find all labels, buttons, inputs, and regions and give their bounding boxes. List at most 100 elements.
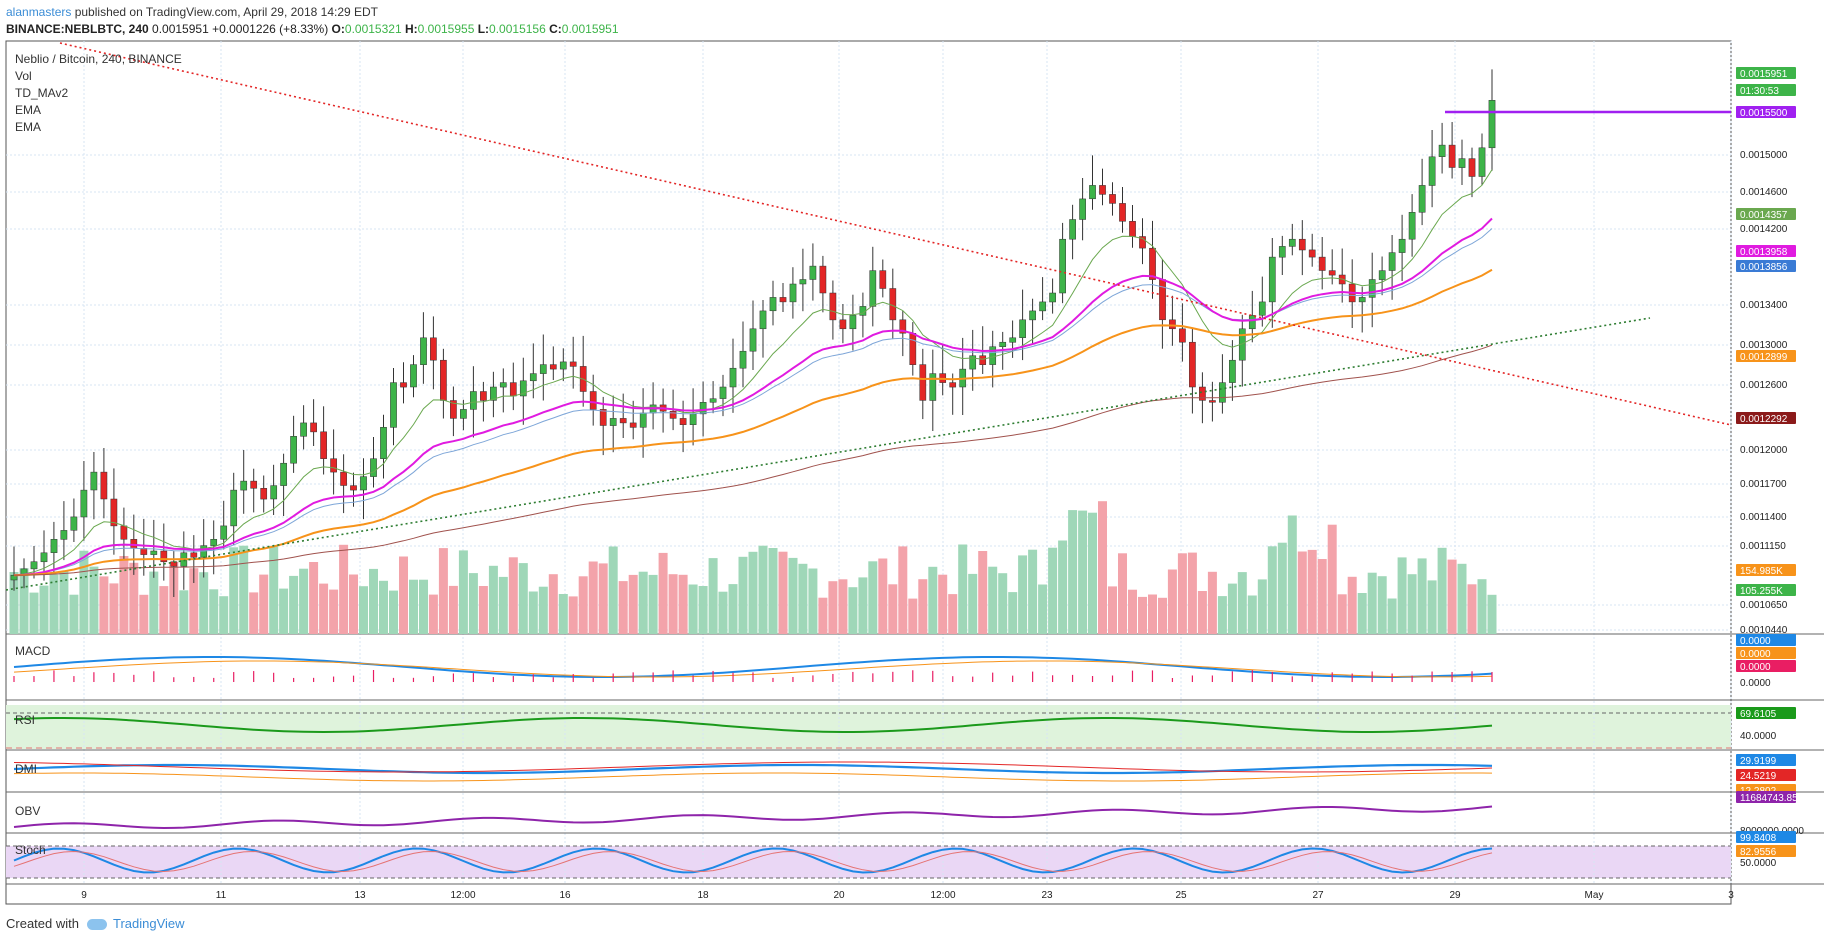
candle-body <box>849 315 857 330</box>
volume-bar <box>259 574 269 634</box>
dmi-tag-bg <box>1736 754 1796 766</box>
candle-body <box>1248 315 1256 330</box>
price-tag: 01:30:53 <box>1740 86 1779 97</box>
candle-body <box>260 488 268 500</box>
footer: Created with TradingView <box>6 916 185 931</box>
indicator-lines <box>6 656 1731 879</box>
volume-bar <box>438 548 448 634</box>
y-tick-label: 0.0012600 <box>1740 380 1788 391</box>
x-tick-label: 25 <box>1175 890 1187 901</box>
volume-bar <box>1128 589 1137 634</box>
open-value: 0.0015321 <box>345 22 402 36</box>
volume-bar <box>768 548 778 634</box>
candle-body <box>1328 270 1336 276</box>
published-text: published on TradingView.com, April 29, … <box>71 5 378 19</box>
y-tick-label: 0.0011150 <box>1740 541 1786 552</box>
volume-bar <box>1217 596 1227 634</box>
volume-bar <box>69 594 79 634</box>
obv-tag-bg <box>1736 791 1796 803</box>
candle-body <box>819 265 827 294</box>
candle-body <box>1258 301 1266 316</box>
candle-body <box>430 337 437 361</box>
volume-bar <box>99 576 109 634</box>
volume-bar <box>1417 558 1427 634</box>
candle-body <box>829 292 837 321</box>
candle-body <box>1478 147 1486 177</box>
candle-body <box>1059 238 1066 294</box>
volume-bar <box>349 574 358 634</box>
legend-vol: Vol <box>15 69 32 83</box>
y-tick-label: 0.0015000 <box>1740 150 1788 161</box>
volume-bar <box>808 568 818 634</box>
candle-body <box>310 422 317 433</box>
candle-body <box>909 333 917 365</box>
macd-tag: 0.0000 <box>1740 636 1771 647</box>
symbol-label: BINANCE:NEBLBTC, 240 <box>6 22 149 36</box>
volume-bar <box>219 596 229 634</box>
candle-body <box>869 270 877 307</box>
candle-body <box>1009 337 1017 343</box>
candle-body <box>470 391 477 410</box>
candle-body <box>1318 256 1326 271</box>
volume-bar <box>1267 546 1277 634</box>
candle-body <box>300 422 307 437</box>
candle-body <box>799 279 807 285</box>
volume-bar <box>39 585 49 634</box>
volume-bar <box>428 594 438 634</box>
macd-tag-bg <box>1736 647 1796 659</box>
candle-body <box>480 391 487 401</box>
volume-bar <box>738 556 748 634</box>
volume-bar <box>29 592 39 634</box>
footer-brand[interactable]: TradingView <box>112 916 185 931</box>
volume-bar <box>369 568 378 634</box>
volume-bar <box>1347 576 1357 634</box>
tradingview-logo-icon[interactable] <box>86 919 107 931</box>
candle-body <box>569 361 577 367</box>
x-tick-label: 12:00 <box>450 890 475 901</box>
candle-body <box>1278 246 1286 258</box>
candle-body <box>420 337 427 365</box>
volume-bar <box>678 574 688 634</box>
candle-body <box>1448 144 1456 168</box>
candle-body <box>1049 292 1056 303</box>
candle-body <box>1368 279 1376 298</box>
volume-bar <box>718 591 728 634</box>
author-name[interactable]: alanmasters <box>6 5 71 19</box>
stoch-tag: 99.8408 <box>1740 833 1777 844</box>
volume-bar <box>49 574 59 634</box>
volume-bar <box>548 574 558 634</box>
volume-bar <box>598 563 608 634</box>
candle-body <box>1199 386 1206 401</box>
volume-bar <box>788 557 798 634</box>
candle-body <box>589 391 597 410</box>
volume-bar <box>199 572 209 634</box>
volume-bars <box>9 501 1497 634</box>
volume-bar <box>518 563 528 634</box>
y-tick-label: 0.0010650 <box>1740 600 1788 611</box>
volume-bar <box>568 596 578 634</box>
obv-line <box>13 805 1493 830</box>
y-tick-label: 0.0014200 <box>1740 224 1788 235</box>
candle-body <box>549 364 557 370</box>
macd-tag: 0.0000 <box>1740 649 1771 660</box>
volume-bar <box>528 591 538 634</box>
candle-body <box>509 382 517 397</box>
volume-bar <box>588 561 598 634</box>
candle-body <box>440 359 447 401</box>
candle-body <box>889 288 897 321</box>
candle-body <box>609 418 617 426</box>
candlesticks <box>10 69 1496 597</box>
stoch-tag: 50.0000 <box>1740 858 1777 869</box>
volume-bar <box>828 581 838 634</box>
candle-body <box>220 525 228 540</box>
volume-bar <box>798 563 808 634</box>
price-tag-bg <box>1736 245 1796 257</box>
volume-bar <box>1048 547 1058 634</box>
volume-bar <box>1008 592 1018 634</box>
candle-body <box>999 341 1007 347</box>
obv-tag: 11684743.8500 <box>1740 793 1809 804</box>
ema-orange-line <box>13 268 1493 577</box>
candle-body <box>1149 247 1156 280</box>
volume-bar <box>19 568 29 634</box>
volume-bar <box>448 585 458 634</box>
